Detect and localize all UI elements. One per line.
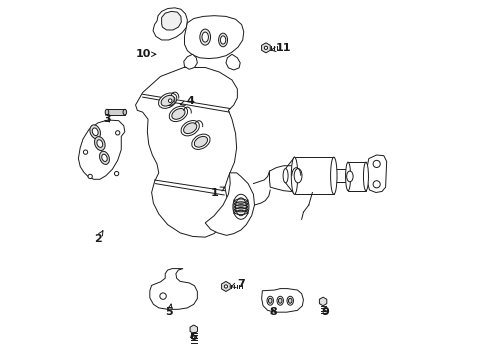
Ellipse shape <box>291 157 297 194</box>
Polygon shape <box>190 325 197 334</box>
Polygon shape <box>347 162 365 191</box>
Polygon shape <box>165 95 175 106</box>
Ellipse shape <box>97 140 102 147</box>
Polygon shape <box>225 54 240 70</box>
Ellipse shape <box>100 151 109 165</box>
Ellipse shape <box>330 157 336 194</box>
Polygon shape <box>107 109 124 115</box>
Text: 6: 6 <box>188 332 196 342</box>
Polygon shape <box>149 269 197 309</box>
Ellipse shape <box>232 194 248 219</box>
Ellipse shape <box>94 137 105 150</box>
Ellipse shape <box>171 108 184 119</box>
Polygon shape <box>135 67 237 237</box>
Ellipse shape <box>372 181 380 188</box>
Text: 5: 5 <box>165 304 173 317</box>
Text: 9: 9 <box>320 307 328 317</box>
Polygon shape <box>366 155 386 193</box>
Ellipse shape <box>345 162 350 191</box>
Ellipse shape <box>372 160 380 167</box>
Ellipse shape <box>191 134 210 149</box>
Ellipse shape <box>92 128 98 136</box>
Ellipse shape <box>202 32 208 42</box>
Polygon shape <box>319 297 326 306</box>
Text: 2: 2 <box>94 231 102 244</box>
Ellipse shape <box>102 154 107 162</box>
Ellipse shape <box>286 296 293 305</box>
Polygon shape <box>205 173 254 235</box>
Ellipse shape <box>345 169 350 182</box>
Ellipse shape <box>115 131 120 135</box>
Ellipse shape <box>346 171 352 182</box>
Ellipse shape <box>114 171 119 176</box>
Ellipse shape <box>200 29 210 45</box>
Ellipse shape <box>168 99 172 103</box>
Ellipse shape <box>194 136 207 147</box>
Ellipse shape <box>158 93 177 108</box>
Ellipse shape <box>294 168 302 183</box>
Text: 11: 11 <box>270 43 291 53</box>
Text: 4: 4 <box>180 96 194 107</box>
Ellipse shape <box>363 162 367 191</box>
Polygon shape <box>162 12 181 30</box>
Polygon shape <box>153 8 187 40</box>
Ellipse shape <box>88 174 92 179</box>
Text: 1: 1 <box>210 187 224 198</box>
Ellipse shape <box>161 95 174 106</box>
Text: 10: 10 <box>136 49 156 59</box>
Ellipse shape <box>105 109 108 115</box>
Ellipse shape <box>268 298 271 303</box>
Ellipse shape <box>220 36 225 44</box>
Text: 7: 7 <box>231 279 244 289</box>
Text: 8: 8 <box>269 307 276 317</box>
Polygon shape <box>184 16 244 59</box>
Polygon shape <box>261 289 303 312</box>
Ellipse shape <box>181 121 199 136</box>
Ellipse shape <box>276 296 283 305</box>
Ellipse shape <box>283 168 287 183</box>
Polygon shape <box>269 166 294 192</box>
Ellipse shape <box>288 298 291 303</box>
Ellipse shape <box>235 198 246 216</box>
Polygon shape <box>294 157 333 194</box>
Ellipse shape <box>266 296 273 305</box>
Ellipse shape <box>169 106 187 122</box>
Ellipse shape <box>218 33 227 47</box>
Ellipse shape <box>264 46 267 49</box>
Polygon shape <box>261 43 270 53</box>
Polygon shape <box>221 282 230 292</box>
Ellipse shape <box>123 109 126 115</box>
Ellipse shape <box>278 298 282 303</box>
Ellipse shape <box>90 125 100 139</box>
Ellipse shape <box>160 293 166 299</box>
Polygon shape <box>183 54 197 69</box>
Ellipse shape <box>183 123 196 134</box>
Ellipse shape <box>224 285 227 288</box>
Polygon shape <box>78 120 124 179</box>
Text: 3: 3 <box>103 114 111 124</box>
Ellipse shape <box>83 150 87 154</box>
